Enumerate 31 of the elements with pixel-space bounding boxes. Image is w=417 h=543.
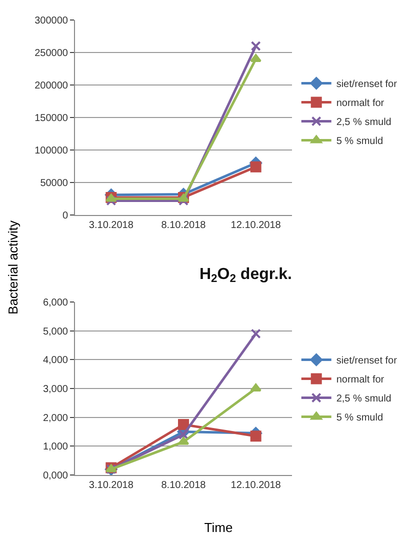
y-tick-label: 1,000 (42, 442, 68, 453)
y-tick-label: 100000 (34, 146, 68, 156)
x-tick-label: 3.10.2018 (88, 480, 134, 491)
y-tick-label: 3,000 (42, 384, 68, 395)
x-tick-label: 3.10.2018 (88, 220, 134, 231)
legend-label: 2,5 % smuld (336, 394, 392, 405)
y-tick-label: 0 (62, 210, 68, 222)
y-tick-label: 150000 (34, 113, 68, 124)
legend-label: normalt for (336, 98, 385, 110)
y-tick-label: 0,000 (42, 470, 68, 482)
x-axis-title: Time (203, 520, 234, 535)
legend-label: siet/renset for (336, 79, 398, 90)
y-tick-label: 6,000 (42, 298, 68, 308)
y-tick-label: 2,000 (42, 412, 68, 424)
x-tick-label: 12.10.2018 (230, 480, 282, 491)
legend-label: 5 % smuld (336, 136, 384, 148)
x-tick-label: 12.10.2018 (230, 220, 282, 231)
y-axis-title: Bacterial activity (6, 220, 20, 316)
y-tick-label: 200000 (34, 80, 68, 92)
legend-label: normalt for (336, 374, 385, 386)
chart-title: H$_{2}$O$_{2}$ degr.k. (199, 266, 292, 286)
y-tick-label: 50000 (40, 178, 68, 189)
legend-label: siet/renset for (336, 356, 398, 367)
x-tick-label: 8.10.2018 (161, 220, 206, 231)
y-tick-label: 5,000 (42, 326, 68, 338)
y-tick-label: 250000 (34, 48, 68, 59)
legend-label: 2,5 % smuld (336, 117, 392, 128)
y-tick-label: 4,000 (42, 355, 68, 366)
y-tick-label: 300000 (34, 16, 68, 26)
x-tick-label: 8.10.2018 (161, 480, 206, 491)
legend-label: 5 % smuld (336, 412, 384, 424)
